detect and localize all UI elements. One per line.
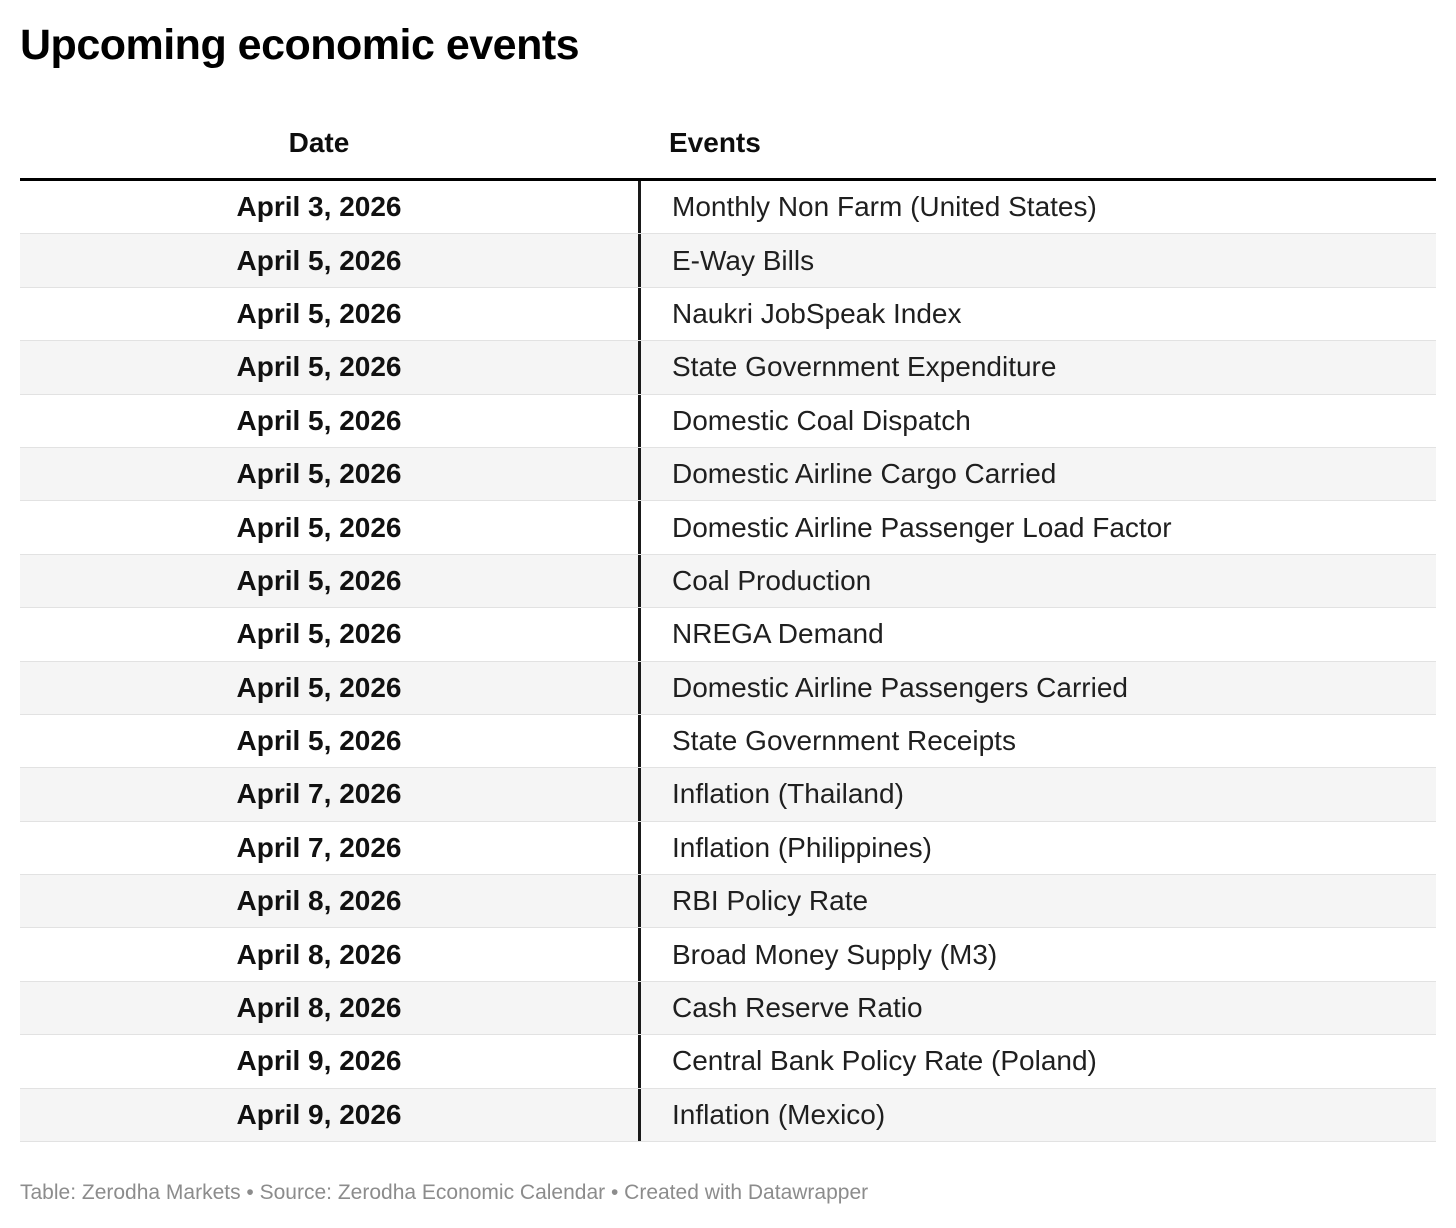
table-row: April 8, 2026 RBI Policy Rate — [20, 875, 1436, 929]
date-cell: April 5, 2026 — [236, 297, 402, 329]
column-header-events: Events — [669, 127, 761, 158]
table-row: April 9, 2026 Central Bank Policy Rate (P… — [20, 1035, 1436, 1089]
column-header-date: Date — [288, 127, 350, 158]
event-cell: State Government Receipts — [638, 714, 1436, 768]
date-cell: April 8, 2026 — [236, 938, 402, 970]
table-row: April 7, 2026 Inflation (Philippines) — [20, 821, 1436, 876]
event-cell: Coal Production — [638, 554, 1436, 608]
date-cell: April 8, 2026 — [236, 885, 402, 917]
event-cell: Domestic Airline Passengers Carried — [638, 661, 1436, 714]
table-header-row: Date Events — [20, 128, 1436, 181]
date-cell: April 7, 2026 — [236, 778, 402, 810]
date-cell: April 5, 2026 — [236, 458, 402, 490]
table-row: April 5, 2026 State Government Expenditur… — [20, 341, 1436, 395]
chart-title: Upcoming economic events — [20, 21, 580, 69]
table-row: April 9, 2026 Inflation (Mexico) — [20, 1088, 1436, 1143]
event-cell: Cash Reserve Ratio — [638, 981, 1436, 1035]
table-row: April 8, 2026 Cash Reserve Ratio — [20, 981, 1436, 1036]
table-row: April 5, 2026 Domestic Airline Cargo Carr… — [20, 447, 1436, 502]
event-cell: Inflation (Mexico) — [638, 1088, 1436, 1142]
date-cell: April 8, 2026 — [236, 992, 402, 1024]
event-cell: Broad Money Supply (M3) — [638, 928, 1436, 981]
event-cell: Domestic Airline Passenger Load Factor — [638, 501, 1436, 554]
table-row: April 5, 2026 Domestic Airline Passenger … — [20, 501, 1436, 555]
table-row: April 5, 2026 Domestic Airline Passengers… — [20, 661, 1436, 715]
table-row: April 5, 2026 E-Way Bills — [20, 234, 1436, 288]
event-cell: Domestic Coal Dispatch — [638, 394, 1436, 447]
event-cell: Monthly Non Farm (United States) — [638, 181, 1436, 234]
table-row: April 5, 2026 Naukri JobSpeak Index — [20, 287, 1436, 342]
footer-credits: Table: Zerodha Markets • Source: Zerodha… — [20, 1181, 869, 1205]
event-cell: Inflation (Philippines) — [638, 821, 1436, 875]
date-cell: April 9, 2026 — [236, 1098, 402, 1130]
table-body: April 3, 2026 Monthly Non Farm (United St… — [20, 181, 1436, 1143]
date-cell: April 5, 2026 — [236, 244, 402, 276]
date-cell: April 5, 2026 — [236, 564, 402, 596]
date-cell: April 5, 2026 — [236, 725, 402, 757]
date-cell: April 3, 2026 — [236, 191, 402, 223]
event-cell: Central Bank Policy Rate (Poland) — [638, 1035, 1436, 1088]
event-cell: Inflation (Thailand) — [638, 768, 1436, 821]
table-row: April 5, 2026 Coal Production — [20, 554, 1436, 609]
table-row: April 5, 2026 State Government Receipts — [20, 714, 1436, 769]
date-cell: April 5, 2026 — [236, 351, 402, 383]
event-cell: State Government Expenditure — [638, 341, 1436, 394]
date-cell: April 5, 2026 — [236, 618, 402, 650]
table-row: April 3, 2026 Monthly Non Farm (United St… — [20, 181, 1436, 235]
event-cell: Domestic Airline Cargo Carried — [638, 447, 1436, 501]
date-cell: April 7, 2026 — [236, 831, 402, 863]
table-row: April 5, 2026 Domestic Coal Dispatch — [20, 394, 1436, 448]
table-page: Upcoming economic events Date Events Apr… — [0, 22, 1456, 1206]
event-cell: Naukri JobSpeak Index — [638, 287, 1436, 341]
event-cell: E-Way Bills — [638, 234, 1436, 287]
event-cell: NREGA Demand — [638, 608, 1436, 661]
table-row: April 7, 2026 Inflation (Thailand) — [20, 768, 1436, 822]
table-row: April 5, 2026 NREGA Demand — [20, 608, 1436, 662]
date-cell: April 5, 2026 — [236, 511, 402, 543]
event-cell: RBI Policy Rate — [638, 875, 1436, 928]
date-cell: April 9, 2026 — [236, 1045, 402, 1077]
date-cell: April 5, 2026 — [236, 404, 402, 436]
date-cell: April 5, 2026 — [236, 671, 402, 703]
table-row: April 8, 2026 Broad Money Supply (M3) — [20, 928, 1436, 982]
